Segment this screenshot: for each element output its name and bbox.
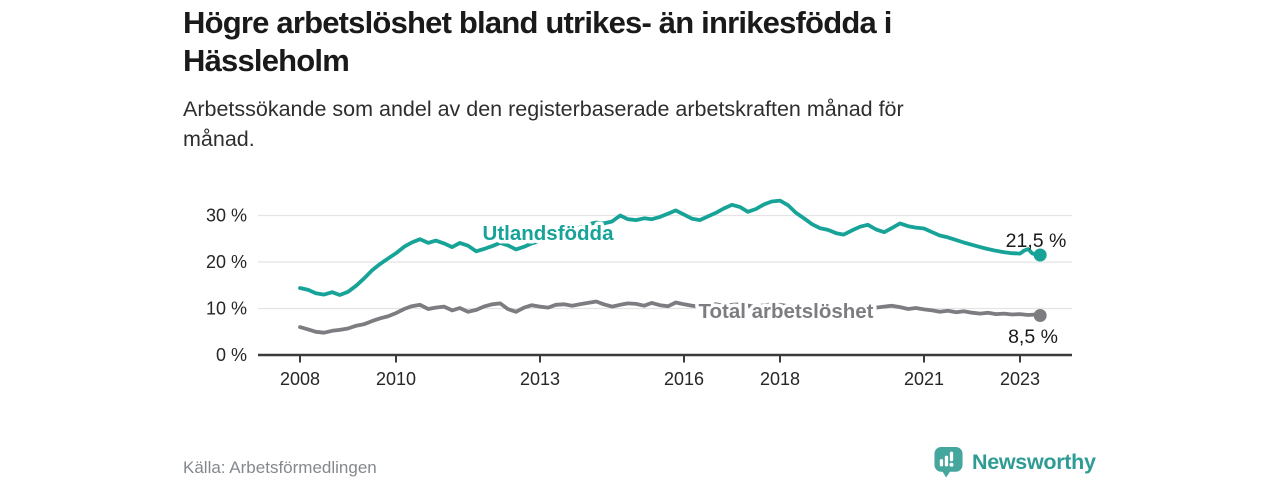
chart-subtitle: Arbetssökande som andel av den registerb… [183,97,904,151]
newsworthy-wordmark: Newsworthy [972,449,1096,474]
newsworthy-logo: Newsworthy [933,446,1096,478]
series-line-total-arbetsl-shet [298,299,1043,335]
x-tick-label: 2021 [904,369,944,389]
x-tick-label: 2023 [1000,369,1040,389]
end-dot-total-arbetsl-shet [1033,308,1047,322]
end-value-label-total-arbetsl-shet: 8,5 % [1008,326,1058,348]
newsworthy-bubble-chart-icon [934,446,963,478]
y-tick-label: 0 % [216,345,247,365]
end-dot-utlandsf-dda [1033,248,1047,262]
series-label-utlandsf-dda: Utlandsfödda [483,222,615,245]
source-note: Källa: Arbetsförmedlingen [183,458,377,477]
x-tick-label: 2018 [760,369,800,389]
chart-title: Högre arbetslöshet bland utrikes- än inr… [183,5,892,78]
end-value-label-utlandsf-dda: 21,5 % [1006,230,1067,252]
x-tick-label: 2016 [664,369,704,389]
series-label-total-arbetsl-shet: Total arbetslöshet [698,300,873,323]
x-tick-label: 2008 [280,369,320,389]
y-tick-label: 20 % [206,252,247,272]
y-tick-label: 10 % [206,299,247,319]
y-tick-label: 30 % [206,206,247,226]
x-tick-label: 2013 [520,369,560,389]
series-line-utlandsf-dda [298,198,1043,297]
x-tick-label: 2010 [376,369,416,389]
